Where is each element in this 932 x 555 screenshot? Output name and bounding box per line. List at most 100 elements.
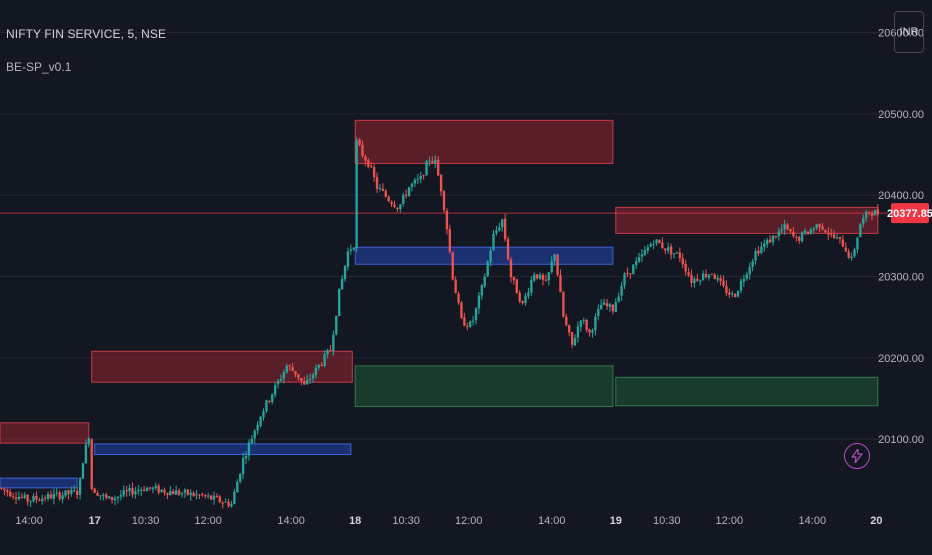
candle [876,209,879,215]
candle [533,274,536,281]
candle [830,233,833,235]
candle [870,213,874,216]
flash-button[interactable] [844,443,870,469]
candle [349,249,352,251]
candle [358,139,361,146]
candle [693,278,696,284]
candle [658,240,661,244]
candle [591,330,594,333]
candle [282,371,286,379]
supply-zone [354,119,614,164]
y-tick-label: 20100.00 [878,434,924,446]
candle [355,140,358,248]
candle [844,247,847,252]
candle [553,254,556,262]
candle [78,478,82,495]
candle [821,226,824,230]
candle [46,494,50,499]
candle [594,316,597,331]
candle [52,493,56,499]
candle [183,489,187,493]
candle [326,350,329,355]
candle [308,379,312,381]
candle [102,494,105,496]
candle [259,416,262,426]
candle [361,144,364,157]
candle [148,487,152,489]
candle [218,496,221,503]
candle [160,489,163,492]
candle [434,159,437,164]
candle [64,490,67,496]
candle [506,239,510,260]
candle [728,292,731,295]
candle [35,495,38,500]
candle [559,274,562,293]
candle [573,338,577,346]
indicator-label[interactable]: BE-SP_v0.1 [6,60,72,74]
candle [14,497,18,499]
candle [244,455,248,459]
candle [378,188,382,190]
candle [268,400,271,402]
supply-zone [0,422,90,444]
candle [352,247,355,250]
candle [640,254,644,257]
candle [632,264,635,275]
pivot-zone [354,246,614,265]
candle [137,489,140,492]
candle [201,494,204,496]
candle [495,230,498,234]
last-price-badge [891,203,929,224]
candle [460,302,463,319]
candle [384,190,387,197]
x-tick-label: 18 [349,515,361,527]
candle [131,488,134,495]
candle [792,231,795,236]
candle [198,494,201,496]
candle [646,247,649,251]
candle [480,285,484,296]
candle [407,187,411,197]
candle [58,492,61,499]
candle [841,239,845,247]
candle [862,218,865,224]
candle [49,494,53,499]
candle [276,380,280,385]
candle [445,210,449,230]
candle [0,487,3,489]
candle [303,381,306,385]
candle [448,229,451,252]
candle [122,490,125,496]
candle [367,159,370,167]
candle [207,495,210,497]
candle [314,367,318,376]
candle [859,224,862,238]
candle [832,234,836,238]
candle [297,374,300,378]
candle [73,490,76,492]
candle [562,292,565,317]
candle [11,495,15,497]
candle [818,223,821,227]
candle [108,496,111,499]
candle [375,177,379,189]
candle [221,502,224,504]
candle [867,211,871,213]
candle [690,274,693,283]
candle [463,317,466,326]
candle [466,325,469,327]
candle [419,175,422,180]
candle [320,365,323,367]
candle [186,489,189,495]
candle [774,236,778,238]
candle [789,229,792,232]
candle [285,365,288,373]
candle [457,293,460,303]
candle [265,400,268,412]
candle [623,273,626,286]
currency-button[interactable]: INR [894,11,924,53]
candle [602,302,606,305]
